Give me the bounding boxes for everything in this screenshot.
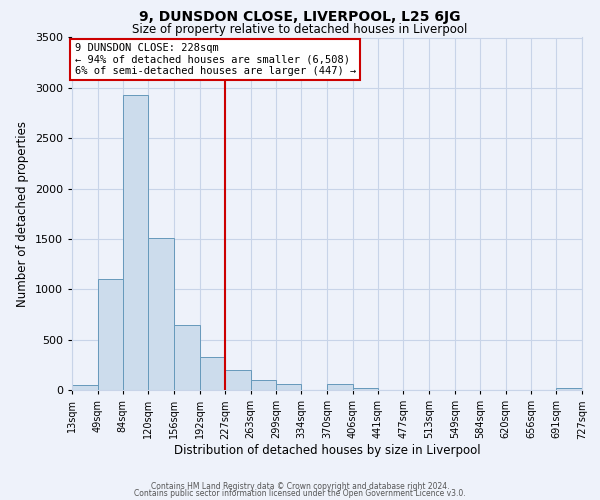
Bar: [200, 357, 225, 390]
Text: 9, DUNSDON CLOSE, LIVERPOOL, L25 6JG: 9, DUNSDON CLOSE, LIVERPOOL, L25 6JG: [139, 10, 461, 24]
Bar: [225, 370, 251, 390]
Bar: [276, 384, 301, 390]
Bar: [123, 95, 148, 390]
Text: Contains HM Land Registry data © Crown copyright and database right 2024.: Contains HM Land Registry data © Crown c…: [151, 482, 449, 491]
Bar: [148, 238, 174, 390]
Bar: [72, 385, 98, 390]
Text: 9 DUNSDON CLOSE: 228sqm
← 94% of detached houses are smaller (6,508)
6% of semi-: 9 DUNSDON CLOSE: 228sqm ← 94% of detache…: [74, 43, 356, 76]
Bar: [251, 380, 276, 390]
Text: Contains public sector information licensed under the Open Government Licence v3: Contains public sector information licen…: [134, 489, 466, 498]
Bar: [327, 384, 353, 390]
X-axis label: Distribution of detached houses by size in Liverpool: Distribution of detached houses by size …: [173, 444, 481, 457]
Bar: [556, 388, 582, 390]
Text: Size of property relative to detached houses in Liverpool: Size of property relative to detached ho…: [133, 22, 467, 36]
Bar: [98, 279, 123, 390]
Bar: [174, 324, 200, 390]
Bar: [353, 388, 378, 390]
Y-axis label: Number of detached properties: Number of detached properties: [16, 120, 29, 306]
